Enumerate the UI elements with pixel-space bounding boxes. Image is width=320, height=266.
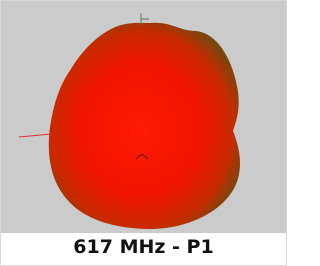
- render-view: [1, 1, 286, 233]
- caption: 617 MHz - P1: [1, 233, 286, 261]
- figure: 617 MHz - P1: [0, 0, 287, 266]
